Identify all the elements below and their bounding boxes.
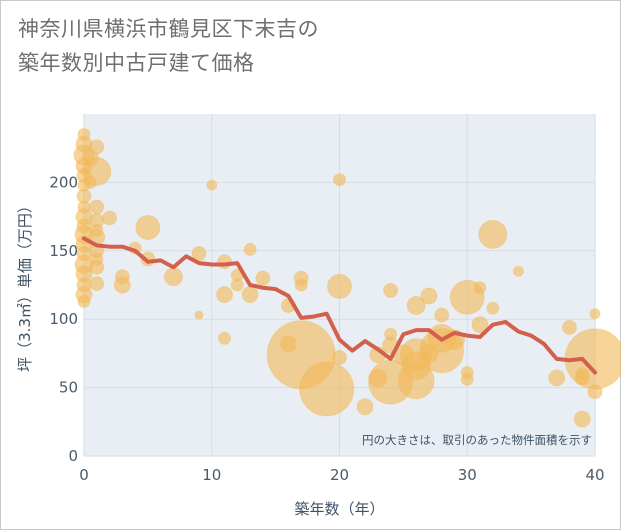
data-bubble [332, 350, 347, 366]
data-bubble [241, 286, 259, 304]
x-tick-label: 10 [202, 466, 221, 484]
data-bubble [82, 156, 112, 186]
data-bubble [89, 139, 105, 155]
y-tick-label: 0 [68, 447, 78, 465]
data-bubble [218, 331, 232, 345]
data-bubble [406, 296, 426, 316]
y-tick-label: 50 [59, 379, 78, 397]
y-tick-label: 200 [49, 173, 78, 191]
x-tick-label: 0 [79, 466, 89, 484]
y-tick-label: 100 [49, 310, 78, 328]
trend-line-layer [82, 236, 597, 375]
data-bubble [135, 215, 161, 241]
data-bubble [589, 308, 601, 320]
data-bubble [113, 276, 131, 294]
data-bubble [327, 273, 352, 299]
tick-labels: 0 10 20 30 40 0 50 100 150 200 [49, 173, 604, 484]
data-bubble [194, 310, 204, 320]
data-bubble [478, 219, 508, 249]
bubble-size-note: 円の大きさは、取引のあった物件面積を示す [362, 433, 592, 447]
x-tick-label: 40 [585, 466, 604, 484]
average-price-line [82, 236, 597, 375]
data-bubble [243, 242, 257, 256]
data-bubble [216, 286, 234, 304]
data-bubble [255, 270, 271, 286]
data-bubble [299, 361, 355, 417]
data-bubble [102, 210, 118, 226]
data-bubble [217, 254, 233, 270]
y-axis-title: 坪（3.3㎡）単価（万円） [16, 198, 34, 372]
data-bubble [512, 265, 524, 277]
data-bubble [561, 319, 577, 335]
data-bubble [420, 287, 438, 305]
data-bubble [77, 294, 91, 308]
data-bubble [397, 362, 435, 400]
y-tick-label: 150 [49, 242, 78, 260]
data-bubble [471, 316, 489, 334]
data-bubble [206, 179, 218, 191]
x-tick-label: 20 [330, 466, 349, 484]
data-bubble [89, 199, 105, 215]
data-bubble [230, 278, 244, 292]
data-bubble [383, 282, 399, 298]
data-bubble [294, 278, 308, 292]
x-axis-title: 築年数（年） [294, 500, 384, 518]
data-bubble [89, 276, 105, 292]
data-bubble [548, 369, 566, 387]
x-tick-label: 30 [458, 466, 477, 484]
data-bubble [573, 410, 591, 428]
data-bubble [163, 267, 183, 287]
data-bubble [434, 307, 450, 323]
data-bubble [460, 372, 474, 386]
chart-title-line-1: 神奈川県横浜市鶴見区下末吉の [18, 17, 319, 41]
data-bubble [356, 398, 374, 416]
data-bubble [333, 173, 346, 187]
chart-title: 神奈川県横浜市鶴見区下末吉の 築年数別中古戸建て価格 [18, 12, 319, 80]
data-bubble [89, 259, 105, 275]
chart-title-line-2: 築年数別中古戸建て価格 [18, 51, 255, 75]
data-bubble [473, 281, 487, 295]
data-bubble [191, 246, 207, 262]
data-bubble [486, 301, 500, 315]
